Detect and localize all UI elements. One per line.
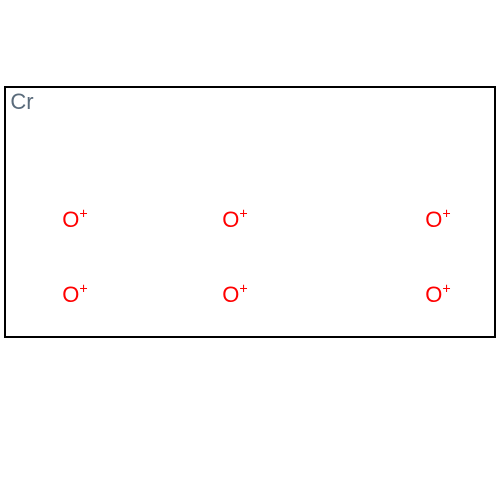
atom-o-6: O+ xyxy=(425,282,450,308)
atom-o-1: O+ xyxy=(62,207,87,233)
atom-o-3: O+ xyxy=(425,207,450,233)
atom-o-4: O+ xyxy=(62,282,87,308)
atom-cr: Cr xyxy=(10,89,33,115)
diagram-canvas: Cr O+ O+ O+ O+ O+ O+ xyxy=(0,0,500,500)
atom-o-5: O+ xyxy=(222,282,247,308)
atom-o-2: O+ xyxy=(222,207,247,233)
